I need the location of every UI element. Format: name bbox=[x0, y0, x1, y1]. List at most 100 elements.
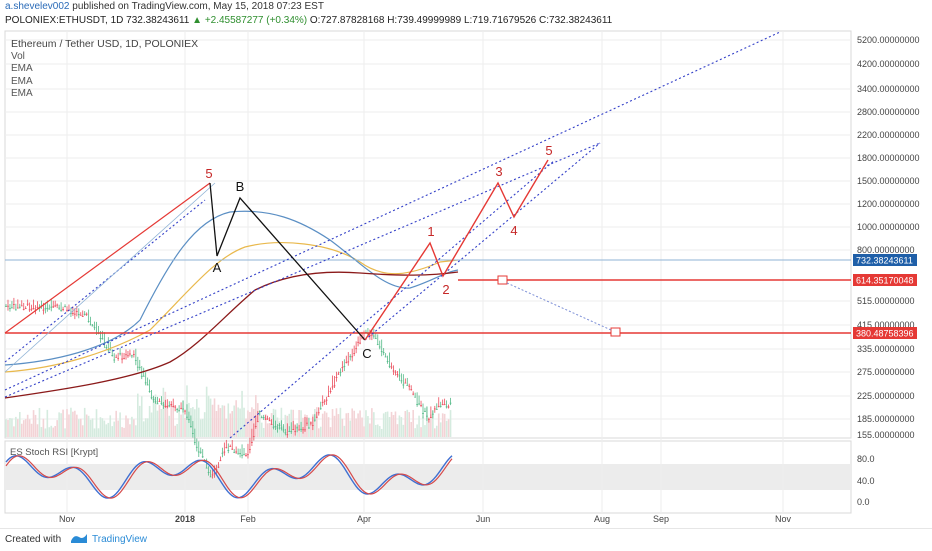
volume-bar bbox=[412, 409, 414, 437]
level-380-badge bbox=[853, 327, 917, 339]
candle-body bbox=[66, 309, 68, 311]
volume-bar bbox=[107, 422, 110, 437]
candle-body bbox=[131, 355, 133, 357]
volume-bar bbox=[231, 411, 234, 437]
volume-bar bbox=[378, 426, 381, 437]
volume-bar bbox=[365, 410, 367, 437]
candle-body bbox=[449, 402, 452, 404]
candle-body bbox=[408, 385, 411, 387]
elliott-wave[interactable] bbox=[364, 159, 549, 341]
handle-614[interactable] bbox=[497, 275, 508, 285]
candle-body bbox=[280, 427, 283, 429]
volume-bar bbox=[166, 405, 169, 437]
volume-bar bbox=[7, 419, 9, 437]
candle-body bbox=[274, 426, 277, 428]
volume-bar bbox=[174, 425, 176, 437]
handle-380[interactable] bbox=[610, 327, 621, 337]
volume-bar bbox=[416, 424, 418, 437]
volume-bar bbox=[361, 417, 363, 437]
rsi-title: ES Stoch RSI [Krypt] bbox=[10, 447, 98, 458]
volume-bar bbox=[327, 417, 330, 437]
candle-body bbox=[286, 434, 289, 436]
wave-label-5a: 5 bbox=[205, 166, 212, 181]
volume-bar bbox=[223, 405, 226, 437]
trend-channels[interactable] bbox=[4, 31, 781, 439]
candle-body bbox=[197, 451, 200, 453]
volume-bar bbox=[144, 418, 147, 437]
candle-body bbox=[184, 410, 186, 412]
volume-bar bbox=[72, 411, 74, 437]
chart-area[interactable]: 5 B A C 1 2 3 4 5 ES Stoch RSI [Krypt] 5… bbox=[0, 30, 932, 530]
volume-bar bbox=[87, 415, 90, 437]
volume-bar bbox=[298, 409, 300, 437]
candle-body bbox=[172, 406, 175, 407]
volume-bar bbox=[103, 420, 106, 437]
candle-body bbox=[180, 407, 182, 409]
candle-body bbox=[367, 333, 369, 335]
volume-bar bbox=[337, 414, 340, 437]
last-price: 732.38243611 bbox=[126, 15, 190, 26]
candle-body bbox=[347, 361, 350, 363]
volume-bar bbox=[390, 411, 393, 437]
tradingview-brand[interactable]: TradingView bbox=[92, 534, 148, 545]
volume-bar bbox=[209, 398, 212, 437]
wave-label-1: 1 bbox=[427, 224, 434, 239]
x-tick: Feb bbox=[240, 514, 256, 524]
candle-body bbox=[5, 306, 7, 307]
projection-line bbox=[506, 282, 612, 331]
candle-body bbox=[18, 306, 21, 308]
volume-bar bbox=[308, 427, 310, 437]
candle-body bbox=[424, 410, 426, 412]
volume-bar bbox=[345, 413, 348, 437]
price-axis[interactable]: 5200.00000000 4200.00000000 3400.0000000… bbox=[857, 35, 920, 507]
volume-bar bbox=[78, 419, 80, 437]
volume-bar bbox=[101, 418, 104, 437]
level-614-badge bbox=[853, 274, 917, 286]
candle-body bbox=[115, 356, 118, 358]
volume-bar bbox=[85, 414, 88, 437]
chart-svg[interactable]: 5 B A C 1 2 3 4 5 ES Stoch RSI [Krypt] 5… bbox=[0, 30, 932, 530]
volume-bar bbox=[197, 407, 200, 437]
tradingview-logo-icon[interactable] bbox=[70, 532, 88, 544]
username-link[interactable]: a.shevelev002 bbox=[5, 1, 70, 12]
candle-body bbox=[372, 335, 375, 337]
candle-body bbox=[44, 308, 47, 310]
volume-bar bbox=[380, 428, 383, 437]
time-axis[interactable]: Nov 2018 Feb Apr Jun Aug Sep Nov bbox=[59, 514, 792, 524]
volume-bar bbox=[333, 415, 336, 437]
candle-body bbox=[166, 406, 169, 408]
candle-body bbox=[357, 341, 359, 343]
abc-wave[interactable] bbox=[209, 182, 366, 341]
candle-body bbox=[447, 406, 450, 408]
volume-bar bbox=[58, 412, 60, 437]
volume-bar bbox=[162, 387, 165, 437]
candle-body bbox=[410, 389, 413, 391]
volume-bar bbox=[205, 386, 208, 437]
volume-bar bbox=[400, 417, 403, 437]
candle-body bbox=[422, 413, 424, 414]
candle-body bbox=[296, 427, 299, 429]
candle-body bbox=[152, 399, 155, 401]
candle-body bbox=[290, 431, 293, 433]
volume-bar bbox=[207, 395, 210, 437]
volume-bar bbox=[335, 408, 338, 437]
candle-body bbox=[87, 321, 90, 322]
wave-label-3: 3 bbox=[495, 164, 502, 179]
candle-body bbox=[85, 313, 88, 315]
volume-bar bbox=[203, 412, 206, 437]
volume-bar bbox=[435, 425, 438, 437]
chart-legend: Ethereum / Tether USD, 1D, POLONIEX Vol … bbox=[11, 38, 198, 101]
volume-bar bbox=[351, 408, 353, 437]
price-pane[interactable] bbox=[4, 30, 852, 439]
candle-body bbox=[154, 401, 157, 403]
volume-bar bbox=[229, 413, 232, 437]
volume-bar bbox=[347, 412, 350, 437]
volume-bar bbox=[243, 407, 245, 437]
candle-body bbox=[144, 382, 147, 384]
volume-bar bbox=[142, 421, 145, 437]
y-tick: 1500.00000000 bbox=[857, 176, 920, 186]
volume-bar bbox=[20, 423, 23, 437]
candle-body bbox=[233, 451, 236, 453]
candle-body bbox=[384, 356, 387, 358]
candle-body bbox=[270, 423, 273, 425]
